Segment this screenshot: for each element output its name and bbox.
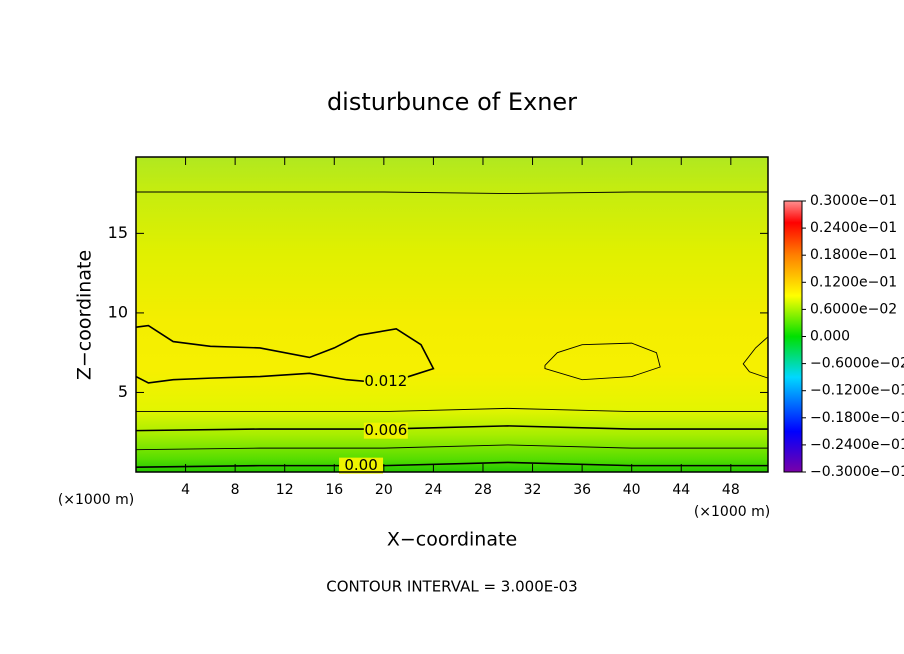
plot-frame [135, 156, 769, 473]
x-tick-label: 32 [524, 482, 542, 498]
chart-title: disturbunce of Exner [327, 88, 577, 116]
y-tick-label: 5 [118, 382, 128, 401]
x-tick-label: 4 [181, 482, 190, 498]
x-unit-left: (×1000 m) [58, 492, 134, 508]
contour-line [135, 324, 435, 384]
y-axis-label: Z−coordinate [74, 250, 96, 380]
colorbar-tick-label: 0.1800e−01 [810, 247, 897, 263]
x-tick-label: 48 [722, 482, 740, 498]
colorbar-tick-label: 0.1200e−01 [810, 274, 897, 290]
colorbar-tick-label: −0.2400e−01 [810, 437, 904, 453]
contour-line [136, 407, 768, 412]
contour-line [136, 191, 768, 195]
contour-line [135, 444, 768, 451]
colorbar-tick-label: 0.3000e−01 [810, 193, 897, 209]
x-unit-right: (×1000 m) [694, 504, 770, 520]
contour-label: 0.00 [344, 456, 377, 474]
contour-label-bg [363, 373, 408, 390]
contour-line [135, 461, 768, 469]
x-tick-label: 16 [325, 482, 343, 498]
x-axis-label: X−coordinate [387, 529, 517, 551]
x-tick-label: 12 [276, 482, 294, 498]
contour-line [544, 342, 661, 381]
contour-label: 0.012 [364, 372, 407, 390]
x-tick-label: 8 [231, 482, 240, 498]
x-tick-label: 28 [474, 482, 492, 498]
contour-line [742, 336, 769, 379]
x-tick-label: 40 [623, 482, 641, 498]
colorbar-tick-label: −0.1800e−01 [810, 410, 904, 426]
y-tick-label: 10 [108, 302, 128, 321]
x-tick-label: 44 [672, 482, 690, 498]
x-tick-label: 20 [375, 482, 393, 498]
colorbar-tick-label: 0.6000e−02 [810, 301, 897, 317]
x-tick-label: 24 [424, 482, 442, 498]
contour-label: 0.006 [364, 421, 407, 439]
footer-note: CONTOUR INTERVAL = 3.000E-03 [326, 578, 577, 596]
colorbar-tick-label: 0.000 [810, 329, 850, 345]
colorbar-tick-label: 0.2400e−01 [810, 220, 897, 236]
colorbar-tick-label: −0.3000e−01 [810, 464, 904, 480]
contour-field [136, 157, 768, 472]
contour-label-bg [363, 422, 408, 439]
plot-area: 0.012 0.006 0.00 [135, 191, 769, 474]
colorbar-tick-label: −0.1200e−01 [810, 383, 904, 399]
colorbar [783, 200, 803, 473]
colorbar-tick-label: −0.6000e−02 [810, 356, 904, 372]
x-tick-label: 36 [573, 482, 591, 498]
contour-line [135, 425, 768, 432]
y-tick-label: 15 [108, 223, 128, 242]
contour-label-bg [339, 457, 384, 474]
